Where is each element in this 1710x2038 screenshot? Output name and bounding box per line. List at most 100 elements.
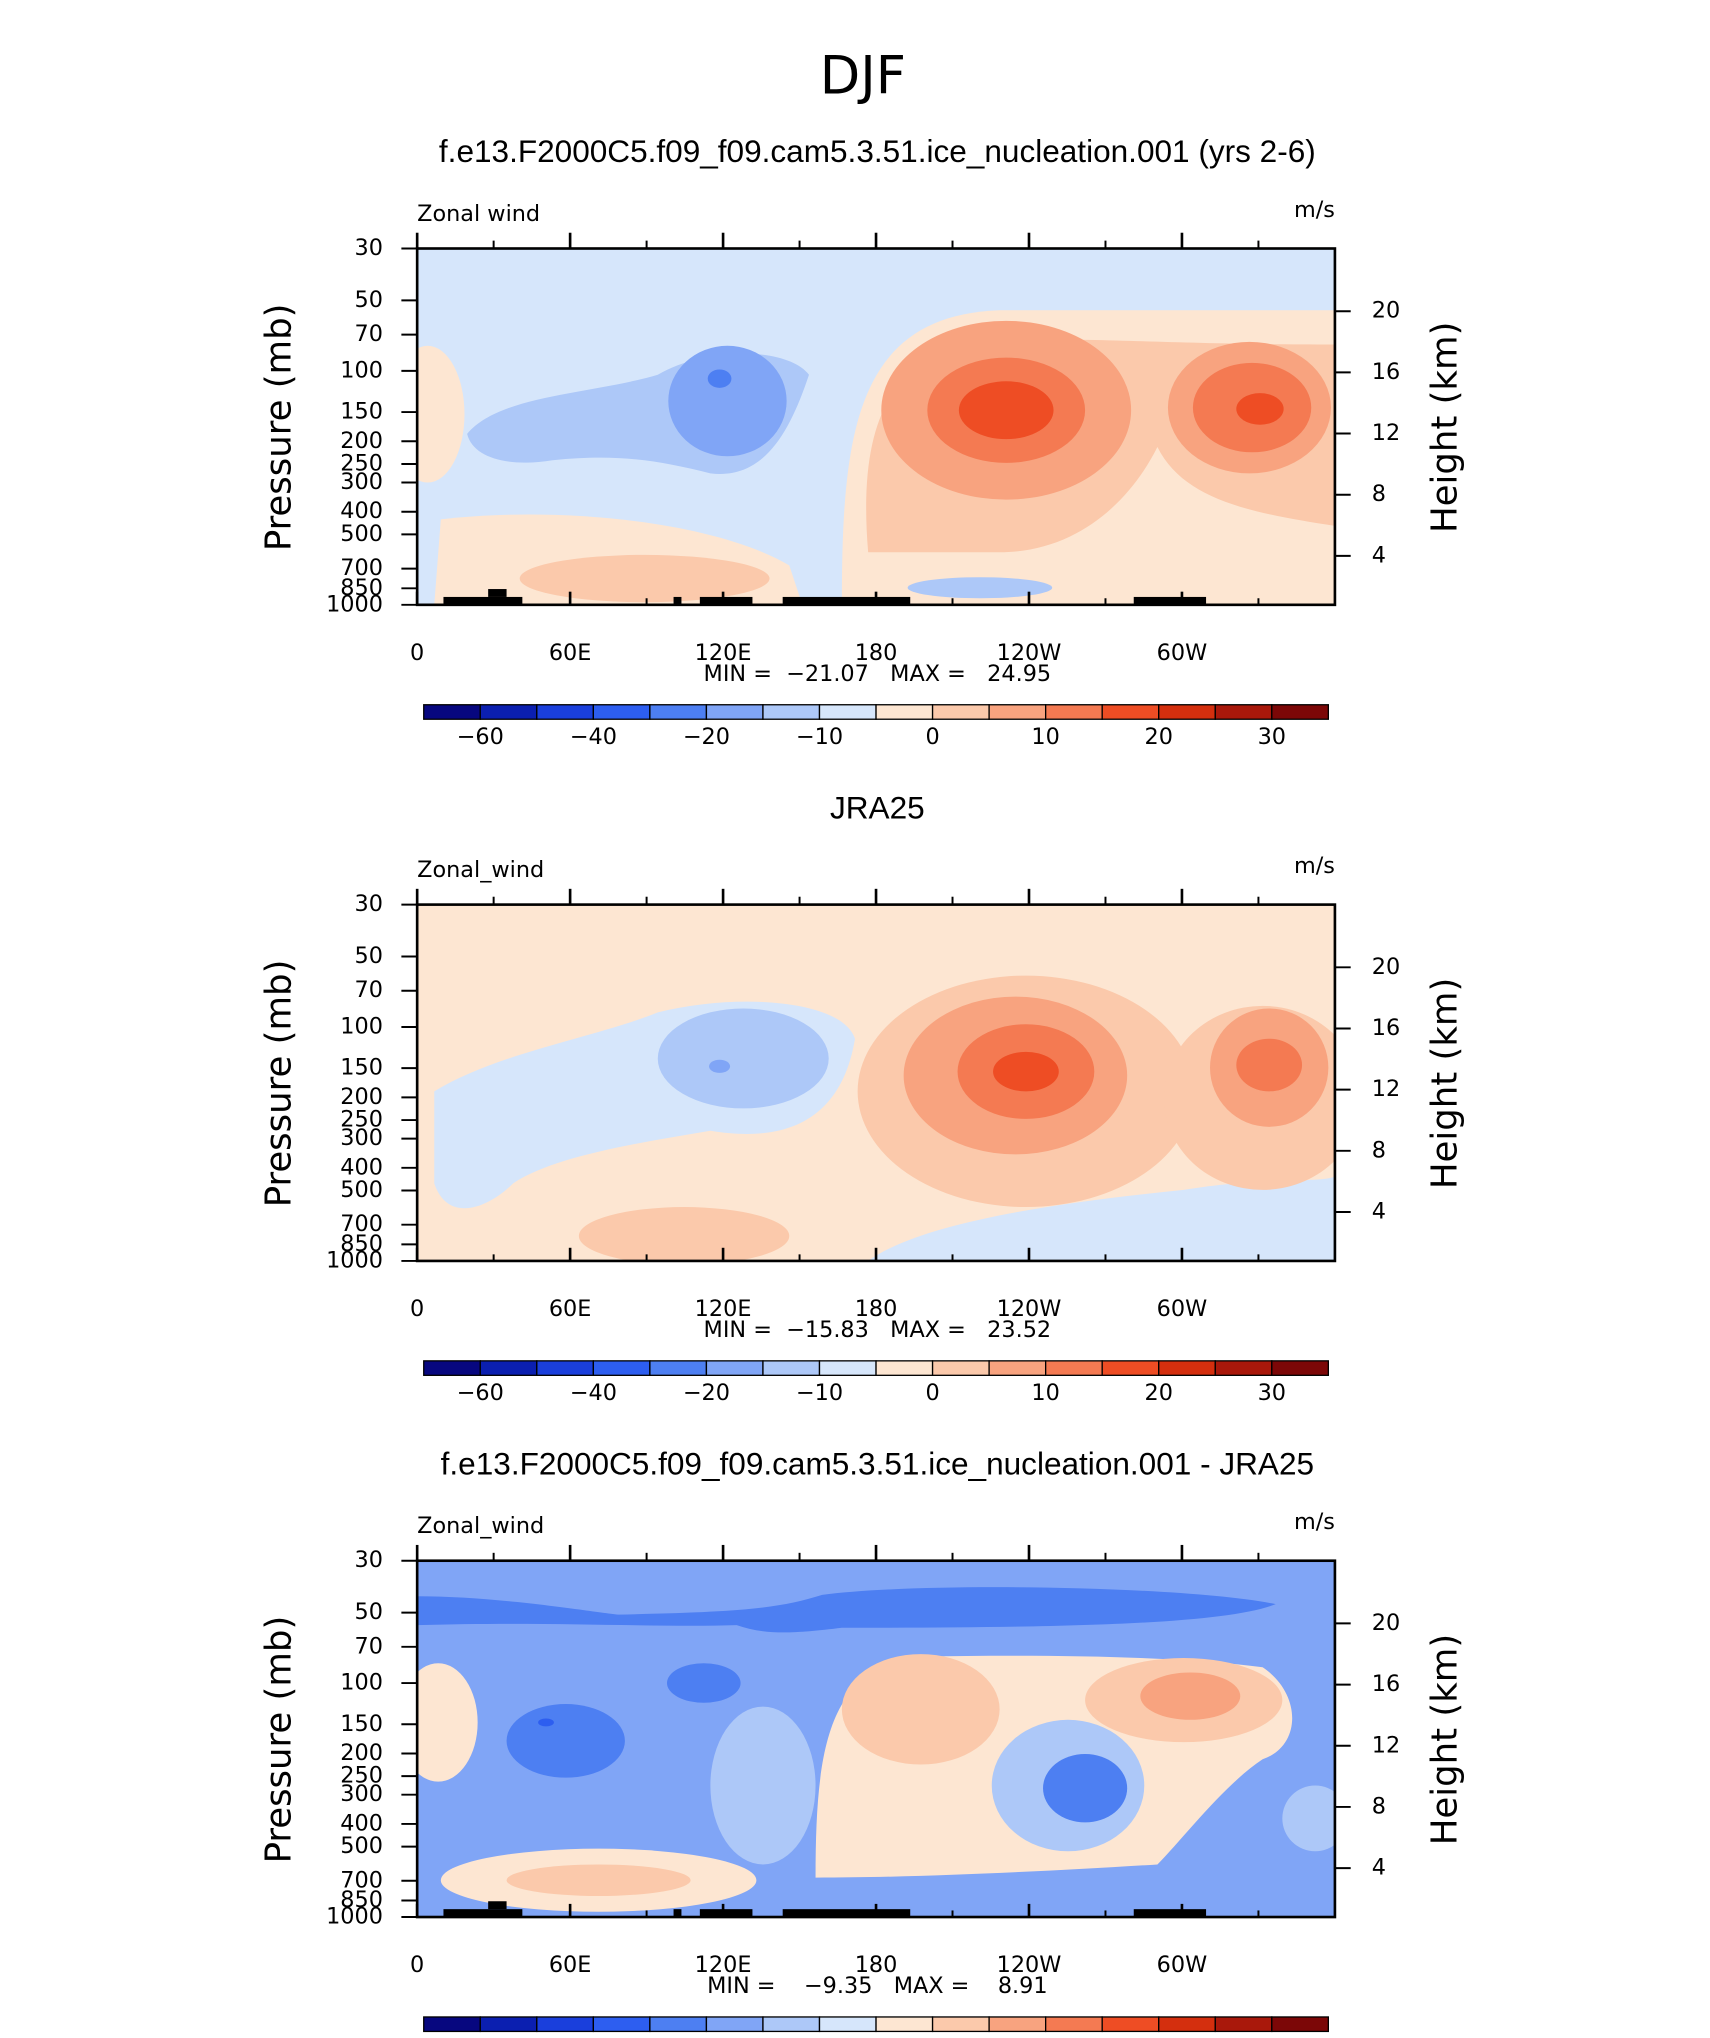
colorbar-box	[705, 1360, 764, 1376]
y-tick-label: 70	[355, 1633, 383, 1659]
contour-fill	[657, 1008, 829, 1109]
min-max-text: MIN = −21.07 MAX = 24.95	[704, 661, 1052, 687]
y2-tick-label: 16	[1372, 1671, 1400, 1697]
contour-fill	[1236, 1038, 1303, 1092]
contour-fill	[417, 1663, 478, 1782]
colorbar-label: −20	[683, 1380, 730, 1406]
contour-fill	[668, 345, 787, 457]
colorbar-box	[479, 704, 538, 720]
colorbar-box	[479, 1360, 538, 1376]
contour-fill	[1140, 1672, 1241, 1720]
colorbar-label: −3	[746, 2036, 779, 2038]
colorbar-box	[1158, 1360, 1216, 1376]
x-tick-label: 60W	[1157, 640, 1208, 666]
colorbar-box	[536, 2016, 595, 2033]
contour-field	[417, 248, 1335, 605]
y2-tick-label: 20	[1372, 954, 1400, 980]
colorbar-box	[931, 2016, 990, 2033]
y-tick-label: 250	[340, 450, 383, 476]
colorbar-label: −15	[513, 2036, 560, 2038]
topography	[699, 596, 753, 605]
y-tick-label: 250	[340, 1107, 383, 1133]
colorbar-box	[818, 1360, 877, 1376]
y-tick-label: 100	[340, 1670, 383, 1696]
contour-fill	[417, 345, 465, 483]
y-tick-label: 150	[340, 399, 383, 425]
colorbar-box	[1101, 704, 1160, 720]
x-tick-label: 120W	[997, 1296, 1062, 1322]
colorbar-box	[592, 704, 651, 720]
colorbar-box	[1158, 2016, 1216, 2033]
panel: JRA25 Zonal_wind m/s Pressure (mb) Height (k…	[258, 789, 1466, 1406]
colorbar-label: 15	[1201, 2036, 1229, 2038]
contour-fill	[907, 577, 1053, 599]
units-label: m/s	[1294, 853, 1335, 879]
contour-fill	[519, 554, 770, 603]
colorbar-label: 0	[925, 724, 939, 750]
contour-fill	[506, 1864, 691, 1896]
colorbar-label: 10	[1031, 724, 1059, 750]
colorbar-label: 0	[925, 1380, 939, 1406]
topography	[488, 1901, 507, 1910]
colorbar-box	[762, 1360, 821, 1376]
colorbar-box	[423, 704, 481, 720]
x-tick-label: 120E	[695, 1296, 752, 1322]
field-label: Zonal_wind	[417, 1513, 544, 1539]
y2-tick-label: 12	[1372, 1076, 1400, 1102]
x-tick-label: 120W	[997, 640, 1062, 666]
field-label: Zonal wind	[417, 201, 540, 227]
y2-tick-label: 8	[1372, 1137, 1386, 1163]
colorbar-box	[875, 704, 934, 720]
y2-axis-label: Height (km)	[1425, 1634, 1466, 1845]
y-tick-label: 100	[340, 1013, 383, 1039]
x-tick-label: 180	[855, 640, 898, 666]
colorbar-box	[592, 1360, 651, 1376]
topography	[673, 1909, 682, 1918]
y-tick-label: 70	[355, 977, 383, 1003]
y2-axis-label: Height (km)	[1425, 978, 1466, 1189]
colorbar-label: −9	[633, 2036, 666, 2038]
x-tick-label: 0	[410, 1296, 424, 1322]
colorbar-label: 10	[1031, 1380, 1059, 1406]
units-label: m/s	[1294, 1509, 1335, 1535]
y-tick-label: 700	[340, 555, 383, 581]
contour-fill	[538, 1718, 554, 1727]
colorbar-box	[875, 2016, 934, 2033]
colorbar-label: 0	[869, 2036, 883, 2038]
y-axis-label: Pressure (mb)	[258, 1616, 299, 1864]
colorbar-box	[536, 1360, 595, 1376]
y-tick-label: 50	[355, 943, 383, 969]
contour-fill	[710, 1706, 816, 1865]
colorbar-box	[1158, 704, 1216, 720]
y-tick-label: 300	[340, 469, 383, 495]
y-tick-label: 850	[340, 575, 383, 601]
topography	[699, 1909, 753, 1918]
x-tick-label: 60W	[1157, 1296, 1208, 1322]
colorbar-label: −40	[570, 724, 617, 750]
y2-tick-label: 12	[1372, 1732, 1400, 1758]
x-tick-label: 0	[410, 640, 424, 666]
field-label: Zonal_wind	[417, 857, 544, 883]
y-tick-label: 400	[340, 498, 383, 524]
colorbar-label: 12	[1145, 2036, 1173, 2038]
y-tick-label: 1000	[326, 591, 383, 617]
colorbar-box	[1044, 704, 1103, 720]
x-tick-label: 180	[855, 1952, 898, 1978]
y-axis-label: Pressure (mb)	[258, 303, 299, 551]
panel-title: f.e13.F2000C5.f09_f09.cam5.3.51.ice_nucl…	[441, 1445, 1314, 1481]
y-tick-label: 700	[340, 1211, 383, 1237]
colorbar-box	[1271, 704, 1329, 720]
colorbar-box	[931, 704, 990, 720]
colorbar-box	[1101, 1360, 1160, 1376]
topography	[782, 596, 911, 605]
contour-field	[417, 904, 1335, 1261]
colorbar-box	[649, 2016, 708, 2033]
y2-tick-label: 8	[1372, 481, 1386, 507]
colorbar-box	[988, 1360, 1047, 1376]
y-tick-label: 200	[340, 428, 383, 454]
colorbar-box	[423, 2016, 481, 2033]
y-tick-label: 100	[340, 357, 383, 383]
panel-title: f.e13.F2000C5.f09_f09.cam5.3.51.ice_nucl…	[439, 133, 1316, 169]
y-tick-label: 70	[355, 321, 383, 347]
colorbar-label: −60	[457, 1380, 504, 1406]
